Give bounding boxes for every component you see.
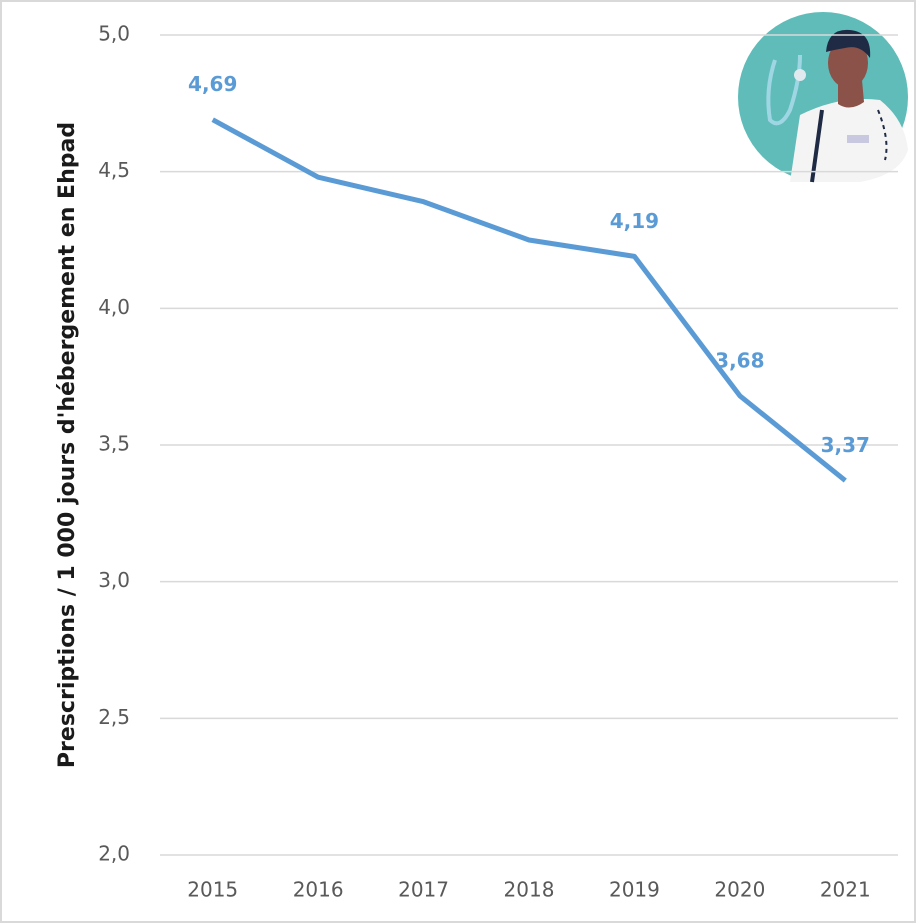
x-tick-label: 2020 [714, 878, 765, 902]
y-tick-label: 3,0 [98, 568, 130, 592]
x-tick-label: 2015 [187, 878, 238, 902]
chart: Prescriptions / 1 000 jours d'hébergemen… [0, 0, 916, 923]
data-label: 4,19 [610, 209, 659, 233]
y-tick-label: 5,0 [98, 22, 130, 46]
y-tick-label: 2,0 [98, 842, 130, 866]
y-axis-label: Prescriptions / 1 000 jours d'hébergemen… [55, 122, 80, 768]
x-tick-label: 2017 [398, 878, 449, 902]
x-tick-label: 2021 [820, 878, 871, 902]
page: Prescriptions / 1 000 jours d'hébergemen… [0, 0, 916, 923]
data-label: 4,69 [188, 72, 237, 96]
y-tick-label: 4,5 [98, 158, 130, 182]
y-tick-label: 3,5 [98, 432, 130, 456]
data-label: 3,68 [715, 348, 764, 372]
doctor-icon [738, 12, 908, 182]
y-tick-label: 2,5 [98, 705, 130, 729]
x-tick-label: 2019 [609, 878, 660, 902]
data-label: 3,37 [821, 433, 870, 457]
y-tick-label: 4,0 [98, 295, 130, 319]
x-tick-label: 2018 [504, 878, 555, 902]
x-tick-label: 2016 [293, 878, 344, 902]
